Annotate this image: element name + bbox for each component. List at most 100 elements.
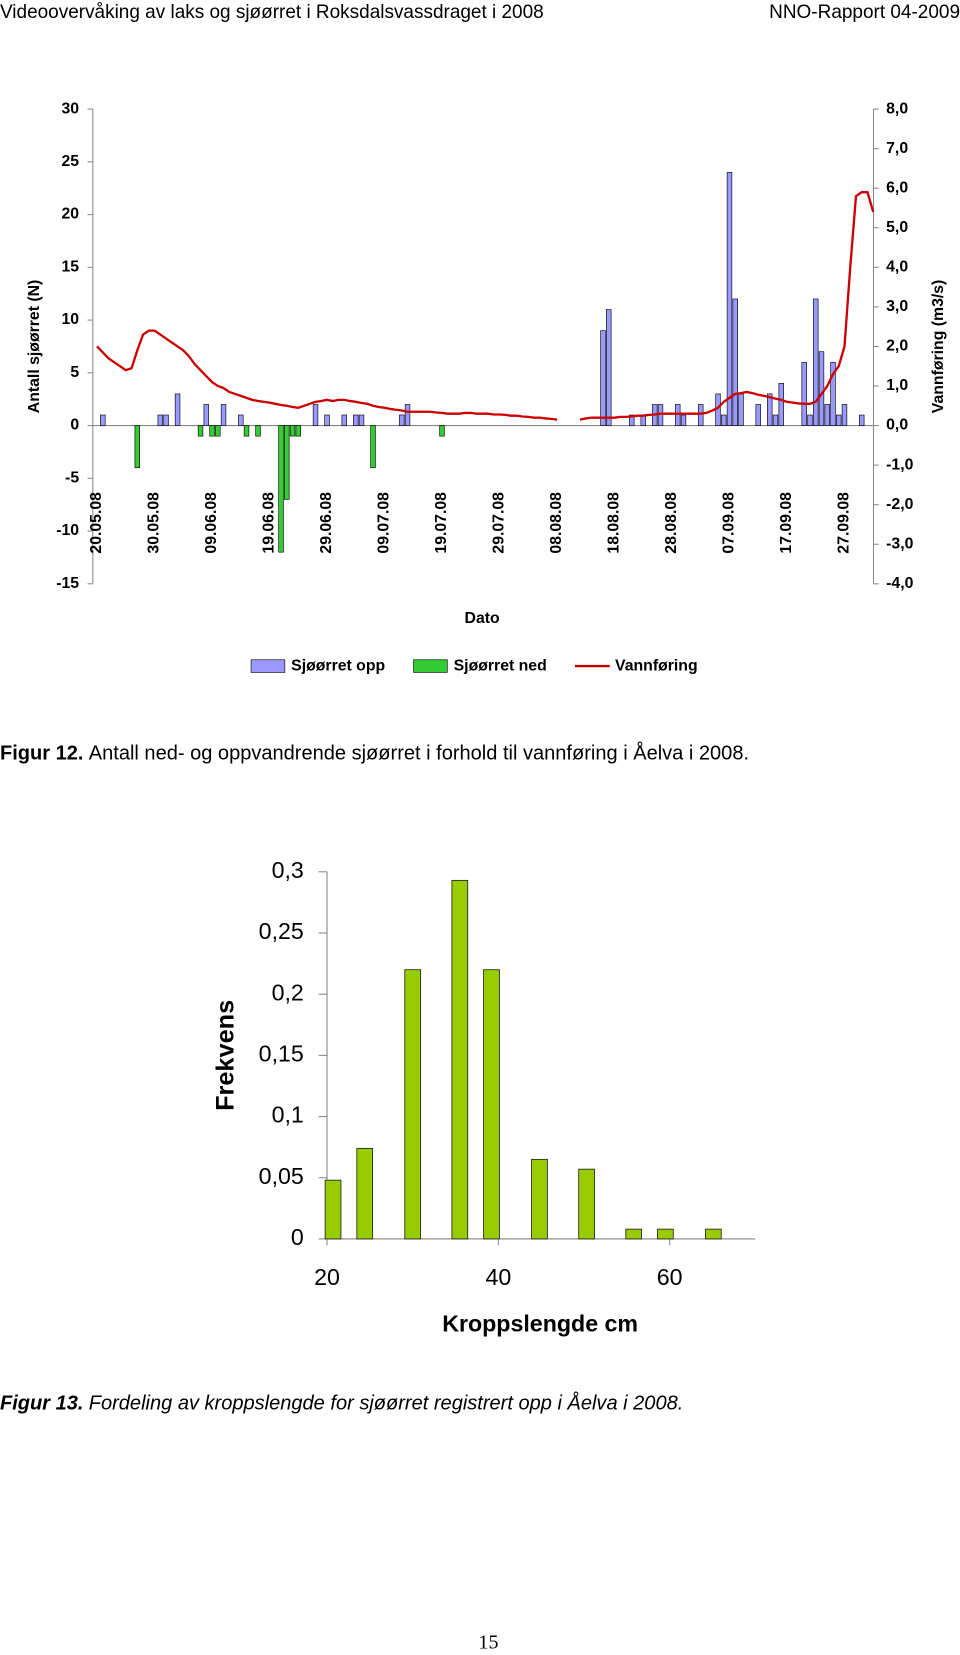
bar [675,404,681,426]
caption-label: Figur 12. [0,743,83,765]
y-tick-label: -15 [56,575,79,592]
bar [341,414,347,426]
bar [705,1228,722,1240]
bar [370,425,376,469]
bar [197,425,204,437]
bar [134,425,140,469]
y-tick-label: -5 [65,469,79,486]
bar [100,414,106,426]
y2-tick-label: -2,0 [886,496,913,513]
bar [356,1147,374,1240]
bar [767,393,773,426]
x-tick-label: 27.09.08 [836,492,853,554]
y-tick-label: 30 [62,100,80,117]
y2-tick-label: 7,0 [886,140,908,157]
x-tick-label: 09.07.08 [376,492,393,554]
bar [163,414,169,426]
y-tick-label: 0 [70,417,79,434]
x-tick-label: 19.06.08 [261,492,278,554]
bar [830,361,836,426]
x-tick-label: 17.09.08 [778,492,795,554]
page-number: 15 [478,1632,498,1654]
bar [220,404,227,426]
x-axis-title: Kroppslengde cm [442,1311,638,1337]
y2-tick-label: 4,0 [886,258,908,275]
bar [404,404,411,426]
y2-axis-title: Vannføring (m3/s) [930,280,947,414]
caption: Figur 12. Antall ned- og oppvandrende sjø… [0,742,749,765]
y-tick-label: -10 [56,522,79,539]
bar [238,414,244,426]
caption-label: Figur 13. [0,1393,83,1415]
bar [841,404,848,426]
bar [439,425,445,437]
bar [324,414,330,426]
bar [698,404,704,426]
legend-label: Vannføring [615,657,698,674]
line [96,190,875,421]
bar [625,1228,643,1240]
x-tick-label: 29.06.08 [318,492,335,554]
bar [284,425,290,500]
y-tick-label: 25 [62,153,80,170]
bar [483,969,500,1240]
bar [278,425,284,553]
bar [772,414,779,426]
y-tick-label: 0,05 [259,1163,304,1189]
y-tick-label: 0,15 [259,1040,304,1066]
x-tick-label: 28.08.08 [663,492,680,554]
y-axis-title: Frekvens [212,1000,240,1111]
y-axis-title: Antall sjøørret (N) [26,280,43,414]
x-tick-label: 19.07.08 [433,492,450,554]
y2-tick-label: 2,0 [886,338,908,355]
bar [404,969,422,1240]
y2-tick-label: 0,0 [886,417,908,434]
bar [215,425,221,437]
legend-label: Sjøørret opp [291,657,385,674]
bar [859,414,865,426]
y2-tick-label: 6,0 [886,179,908,196]
header-left: Videoovervåking av laks og sjøørret i Ro… [0,2,544,23]
x-tick-label: 60 [657,1264,683,1290]
y-tick-label: 5 [70,364,79,381]
bar [358,414,365,426]
y2-tick-label: 1,0 [886,377,908,394]
y2-tick-label: -1,0 [886,456,913,473]
bar [600,330,606,426]
y-tick-label: 0,2 [272,979,304,1005]
x-tick-label: 20.05.08 [88,492,105,554]
y-tick-label: 0,25 [259,918,304,944]
bar [578,1168,595,1240]
bar [157,414,163,426]
bar [629,414,635,426]
x-tick-label: 18.08.08 [606,492,623,554]
x-tick-label: 40 [485,1264,511,1290]
x-tick-label: 08.08.08 [548,492,565,554]
caption: Figur 13. Fordeling av kroppslengde for s… [0,1392,683,1415]
bar [732,298,738,426]
bar [289,425,296,437]
y-tick-label: 10 [62,311,80,328]
bar [778,383,784,426]
x-tick-label: 30.05.08 [146,492,163,554]
bar [399,414,405,426]
x-tick-label: 20 [314,1264,340,1290]
chart: 0 0,05 0,1 0,15 0,2 0,25 0,3 20 40 60 Frekvens Krop… [212,857,756,1337]
legend-swatch [250,659,286,673]
y-tick-label: 20 [62,206,80,223]
bar [606,309,612,426]
bar [755,404,761,426]
bar [451,879,469,1240]
y-tick-label: 0,1 [272,1102,304,1128]
bar [174,393,181,426]
y-tick-label: 0 [291,1224,304,1250]
y2-tick-label: 8,0 [886,100,908,117]
bar [738,393,744,426]
bar [312,404,319,426]
bar [353,414,359,426]
bar [836,414,842,426]
bar [680,414,687,426]
x-axis-title: Dato [465,610,500,627]
caption-text: Antall ned- og oppvandrende sjøørret i f… [89,742,749,765]
